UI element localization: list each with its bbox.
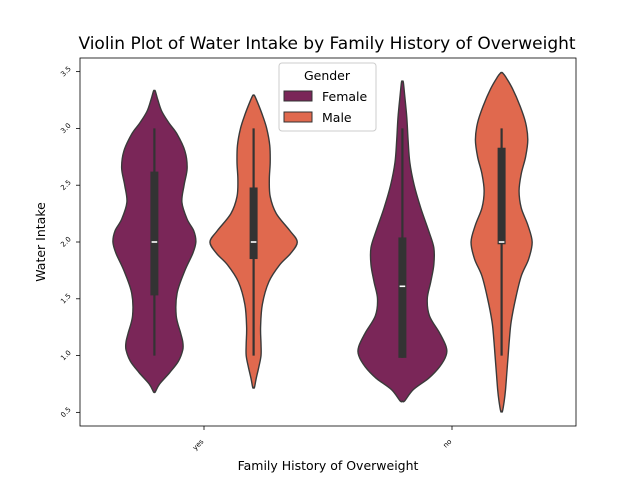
legend-swatch-female: [283, 90, 313, 102]
legend-label-male: Male: [322, 110, 352, 125]
y-tick-label: 0.5: [59, 406, 73, 420]
x-tick-label: no: [442, 438, 454, 450]
y-axis-label: Water Intake: [33, 202, 48, 282]
x-axis: yes no: [191, 426, 453, 452]
y-tick-label: 3.5: [59, 65, 73, 79]
legend: Gender Female Male: [278, 62, 377, 132]
y-tick-label: 2.5: [59, 178, 73, 192]
y-tick-label: 1.0: [59, 349, 73, 363]
y-tick-label: 2.0: [59, 235, 73, 249]
iqr-box-male-no: [497, 147, 506, 245]
chart-title: Violin Plot of Water Intake by Family Hi…: [78, 34, 575, 54]
legend-swatch-male: [283, 111, 313, 123]
y-axis: 0.5 1.0 1.5 2.0 2.5 3.0 3.5: [59, 65, 80, 419]
y-tick-label: 3.0: [59, 122, 73, 136]
iqr-box-female-no: [398, 237, 407, 358]
x-tick-label: yes: [191, 438, 205, 452]
iqr-box-male-yes: [249, 187, 258, 260]
iqr-box-female-yes: [150, 171, 159, 296]
x-axis-label: Family History of Overweight: [238, 458, 419, 473]
y-tick-label: 1.5: [59, 292, 73, 306]
plot-marks: [112, 71, 533, 413]
legend-title: Gender: [304, 68, 351, 83]
legend-label-female: Female: [322, 89, 368, 104]
